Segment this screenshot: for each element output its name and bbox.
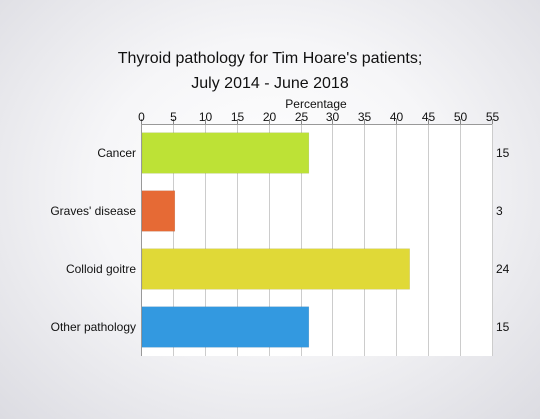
chart-title-line-1: Thyroid pathology for Tim Hoare's patien… [117,50,423,67]
x-tick-label: 30 [326,110,340,124]
chart-title-line-2: July 2014 - June 2018 [191,75,349,92]
category-labels: Cancer Graves' disease Colloid goitre Other… [50,146,136,334]
category-label: Colloid goitre [66,262,136,276]
count-label: 24 [496,262,510,276]
bars [141,132,410,348]
count-label: 15 [496,320,510,334]
x-tick-label: 20 [263,110,277,124]
bar-colloid-goitre [141,248,410,290]
x-axis-label: Percentage [285,97,347,111]
x-tick-label: 55 [486,110,500,124]
x-tick-label: 35 [358,110,372,124]
category-label: Graves' disease [50,204,136,218]
x-tick-label: 50 [454,110,468,124]
x-tick-label: 40 [390,110,404,124]
x-tick-label: 0 [138,110,145,124]
x-tick-label: 45 [422,110,436,124]
x-tick-label: 10 [199,110,213,124]
x-tick-label: 25 [295,110,309,124]
count-label: 15 [496,146,510,160]
x-tick-label: 15 [231,110,245,124]
bar-cancer [141,132,310,174]
count-labels: 15 3 24 15 [496,146,510,334]
x-axis-ticks: 0 5 10 15 20 25 30 35 40 45 50 55 [138,110,499,356]
category-label: Cancer [97,146,136,160]
bar-other-pathology [141,306,310,348]
bar-graves-disease [141,190,176,232]
x-tick-label: 5 [170,110,177,124]
count-label: 3 [496,204,503,218]
category-label: Other pathology [51,320,136,334]
